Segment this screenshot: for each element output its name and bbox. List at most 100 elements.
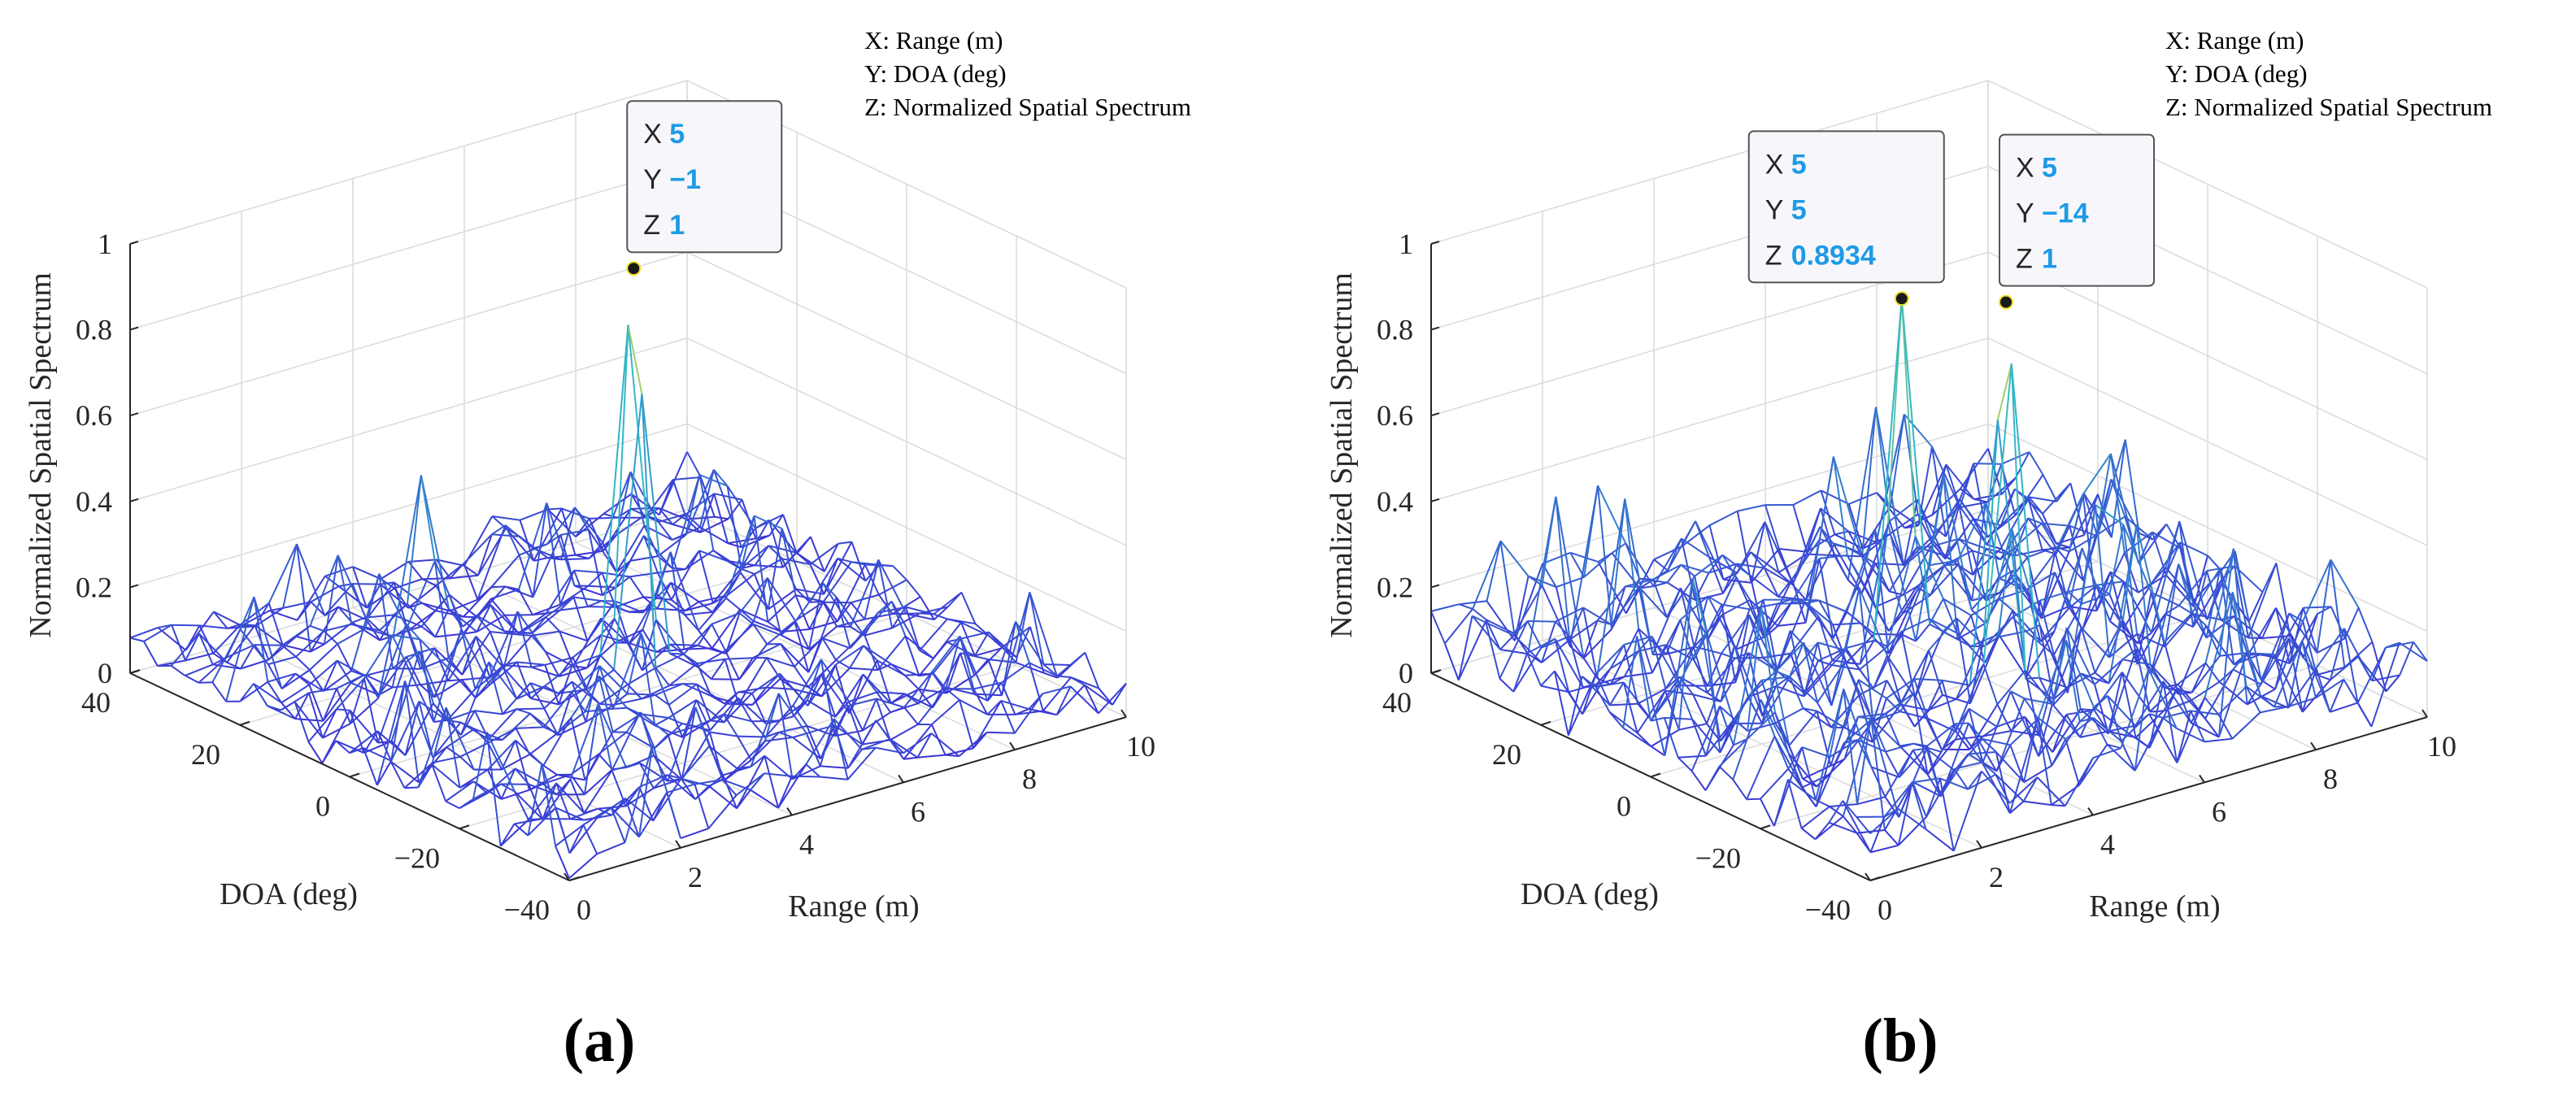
mesh-segment: [281, 672, 297, 689]
y-tick: [349, 772, 360, 778]
mesh-segment: [417, 763, 433, 789]
mesh-segment: [1900, 631, 1917, 698]
mesh-segment: [2138, 524, 2168, 564]
y-tick-label: 40: [81, 686, 111, 719]
mesh-segment: [1639, 585, 1654, 589]
mesh-segment: [474, 710, 503, 715]
mesh-segment: [1931, 446, 1961, 508]
mesh-segment: [2231, 711, 2261, 740]
mesh-segment: [1569, 551, 1599, 563]
mesh-segment: [1803, 641, 1833, 707]
mesh-segment: [1069, 685, 1099, 715]
mesh-segment: [1930, 565, 1945, 596]
mesh-segment: [198, 681, 213, 684]
mesh-segment: [558, 664, 573, 705]
datatip[interactable]: X 5Y 5Z 0.8934: [1747, 130, 1945, 307]
mesh-segment: [627, 667, 656, 685]
mesh-segment: [407, 585, 437, 609]
datatip-marker[interactable]: [1894, 291, 1909, 307]
mesh-segment: [1705, 632, 1721, 753]
mesh-segment: [1569, 607, 1585, 641]
mesh-segment: [766, 577, 782, 636]
mesh-segment: [794, 622, 810, 673]
mesh-segment: [863, 600, 893, 634]
mesh-segment: [821, 582, 851, 628]
mesh-segment: [890, 601, 920, 651]
mesh-segment: [753, 623, 781, 637]
mesh-segment: [1973, 463, 2002, 465]
x-tick-label: 10: [2427, 730, 2456, 763]
mesh-segment: [2274, 654, 2290, 708]
mesh-segment: [973, 688, 989, 715]
mesh-segment: [988, 631, 1003, 648]
y-tick: [1430, 669, 1442, 674]
y-tick-label: 20: [191, 738, 220, 771]
mesh-segment: [903, 756, 918, 760]
datatip-label: X: [643, 119, 662, 150]
mesh-segment: [2011, 528, 2041, 625]
datatip-marker[interactable]: [1999, 294, 2013, 310]
mesh-segment: [2287, 667, 2317, 709]
mesh-segment: [1611, 552, 1641, 589]
mesh-segment: [587, 572, 603, 587]
mesh-segment: [241, 610, 270, 627]
mesh-segment: [2260, 637, 2290, 685]
mesh-segment: [1681, 524, 1711, 547]
mesh-segment: [751, 686, 768, 706]
mesh-segment: [281, 645, 297, 658]
mesh-segment: [738, 686, 767, 693]
mesh-segment: [1513, 563, 1543, 641]
mesh-segment: [376, 662, 407, 743]
mesh-segment: [253, 683, 268, 707]
mesh-segment: [436, 559, 465, 567]
mesh-segment: [546, 502, 576, 586]
mesh-segment: [1680, 538, 1696, 601]
mesh-segment: [1459, 600, 1487, 606]
mesh-segment: [1885, 692, 1915, 715]
mesh-segment: [542, 717, 572, 767]
mesh-segment: [570, 774, 585, 795]
mesh-segment: [2027, 498, 2043, 550]
mesh-segment: [1983, 636, 1999, 647]
mesh-segment: [129, 627, 159, 639]
mesh-segment: [597, 703, 613, 771]
mesh-segment: [1939, 778, 1955, 851]
mesh-segment: [1569, 552, 1585, 578]
mesh-segment: [1804, 456, 1834, 624]
mesh-segment: [1787, 746, 1803, 770]
mesh-segment: [1721, 652, 1736, 659]
mesh-segment: [820, 776, 848, 780]
mesh-segment: [1471, 615, 1501, 650]
datatip-marker[interactable]: [626, 261, 642, 276]
mesh-segment: [2191, 680, 2220, 702]
mesh-segment: [2080, 627, 2096, 673]
mesh-segment: [1704, 766, 1721, 791]
mesh-segment: [2176, 697, 2206, 763]
z-tick-label: 0.4: [76, 485, 112, 518]
mesh-segment: [945, 636, 961, 688]
mesh-segment: [1457, 619, 1487, 681]
mesh-segment: [1927, 717, 1956, 733]
mesh-segment: [1953, 768, 1969, 790]
mesh-segment: [624, 743, 654, 843]
mesh-segment: [404, 786, 419, 789]
mesh-segment: [501, 754, 530, 771]
mesh-segment: [753, 515, 783, 530]
mesh-segment: [1002, 626, 1031, 648]
mesh-segment: [1944, 505, 1960, 559]
mesh-segment: [2274, 637, 2290, 689]
mesh-segment: [685, 602, 714, 612]
y-tick-label: 0: [315, 790, 330, 823]
mesh-segment: [806, 659, 822, 701]
mesh-segment: [2065, 627, 2095, 685]
mesh-segment: [945, 754, 959, 758]
mesh-segment: [543, 680, 573, 710]
datatip[interactable]: X 5Y −1Z 1: [626, 100, 783, 276]
mesh-segment: [2082, 492, 2113, 538]
mesh-segment: [2027, 546, 2056, 559]
y-tick: [1760, 824, 1771, 830]
mesh-segment: [946, 674, 975, 694]
mesh-segment: [780, 643, 795, 667]
mesh-segment: [2123, 582, 2153, 628]
datatip[interactable]: X 5Y −14Z 1: [1999, 133, 2155, 310]
